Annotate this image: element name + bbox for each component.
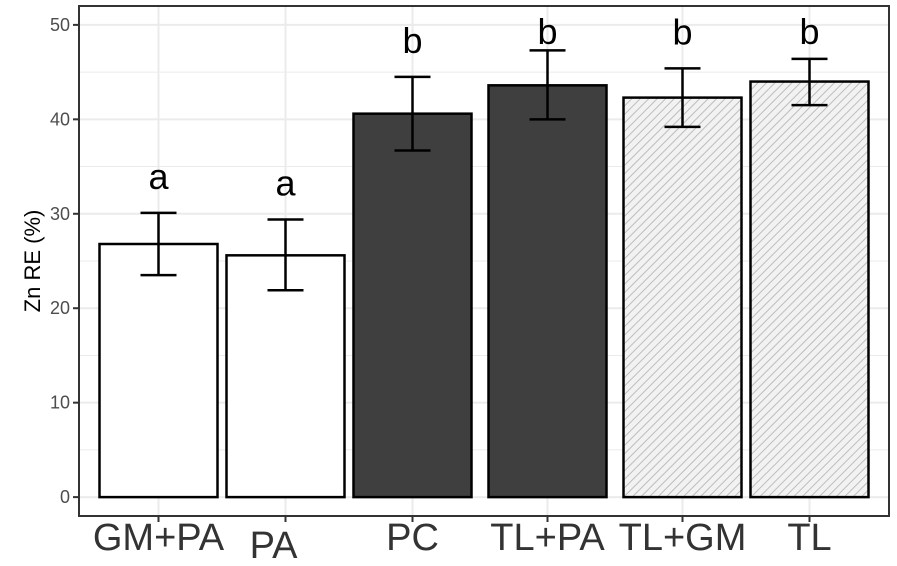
significance-letter: b [537,11,557,52]
error-bars [140,49,828,292]
y-tick-label: 0 [60,487,70,507]
error-bar [529,49,566,121]
error-bar [267,218,304,292]
y-axis-label: Zn RE (%) [20,210,45,313]
x-axis-ticks: GM+PA PA PC TL+PA TL+GM TL [93,516,832,566]
x-tick-label: PC [386,517,439,559]
y-tick-label: 30 [50,204,70,224]
significance-letter: b [672,11,692,52]
bar-tl-gm [622,96,743,499]
x-tick-label: PA [250,525,299,566]
plot-panel-border [78,5,890,517]
error-bar [394,75,431,152]
error-bar [791,57,828,107]
bar-tl [749,80,870,499]
error-bar [664,67,701,129]
y-tick-label: 20 [50,298,70,318]
significance-letter: b [799,11,819,52]
y-tick-label: 50 [50,15,70,35]
bar-pc [352,112,473,499]
y-tick-label: 10 [50,393,70,413]
significance-letter: b [402,20,422,61]
x-tick-label: TL [787,517,831,559]
x-tick-label: TL+PA [490,517,605,559]
bar-gm-pa [98,242,219,499]
x-tick-label: TL+GM [619,517,747,559]
y-axis-ticks: 0 10 20 30 40 50 [50,15,79,507]
error-bar [140,211,177,277]
bar-pa [225,254,346,499]
significance-letter: a [148,156,169,197]
y-tick-label: 40 [50,109,70,129]
significance-letters: a a b b b b [148,11,819,203]
significance-letter: a [275,162,296,203]
bar-tl-pa [487,84,608,499]
x-tick-label: GM+PA [93,517,225,559]
bars [98,80,870,499]
